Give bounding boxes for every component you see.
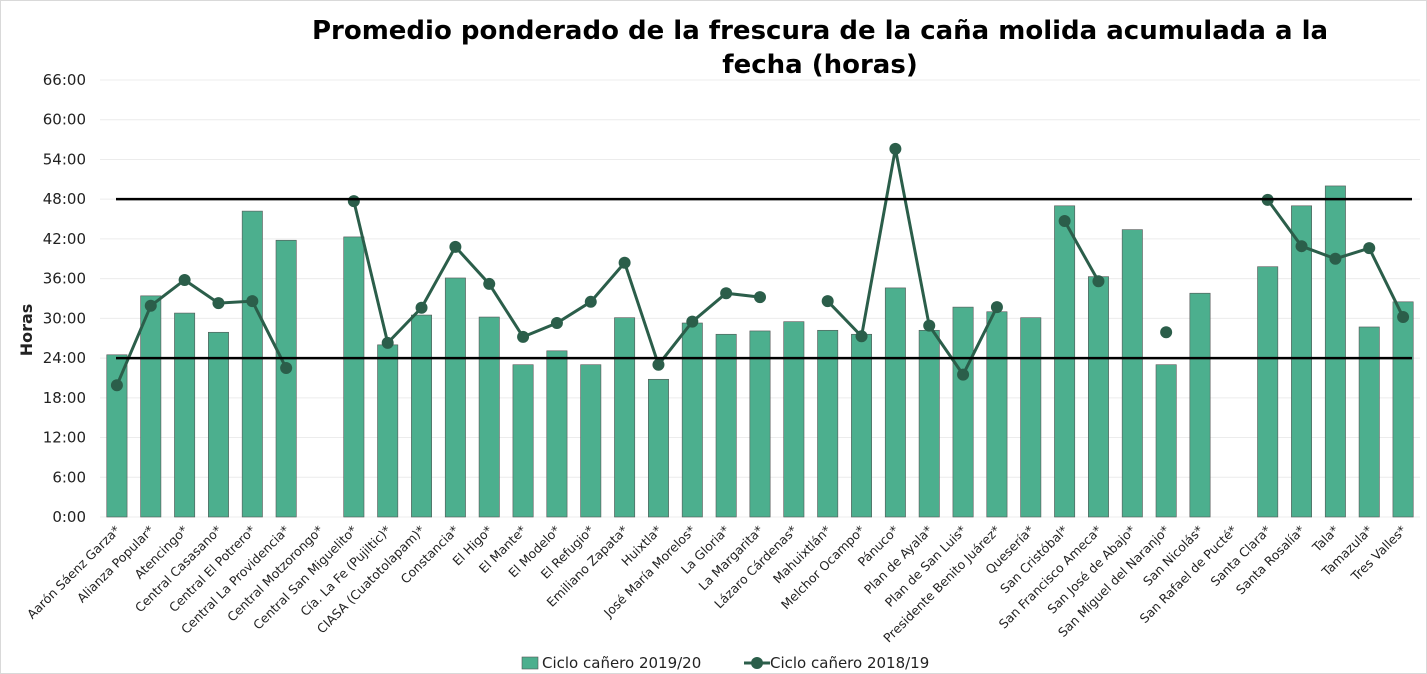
line-marker — [110, 379, 123, 392]
line — [1063, 220, 1100, 283]
line-marker — [144, 299, 157, 312]
line-marker — [415, 301, 428, 314]
line-marker — [1295, 240, 1308, 253]
line-marker — [720, 287, 733, 300]
y-tick-label: 66:00 — [43, 71, 86, 89]
bar — [1020, 317, 1042, 518]
line-marker — [347, 195, 360, 208]
line-marker — [1329, 252, 1342, 265]
bar — [106, 354, 128, 518]
line-marker — [584, 295, 597, 308]
line-marker — [381, 336, 394, 349]
line-marker — [178, 273, 191, 286]
bar — [783, 321, 805, 518]
bar — [1358, 326, 1380, 518]
line-marker — [483, 277, 496, 290]
y-tick-label: 24:00 — [43, 349, 86, 367]
line-marker — [686, 315, 699, 328]
bar — [1291, 205, 1312, 518]
bar — [1392, 301, 1414, 518]
bar — [681, 322, 703, 518]
bar — [817, 329, 839, 518]
bar — [1324, 185, 1346, 518]
bar — [884, 287, 906, 518]
bar — [1054, 205, 1076, 518]
bar — [241, 210, 263, 518]
bar — [1257, 266, 1279, 518]
y-axis-label: Horas — [17, 304, 36, 357]
bar — [444, 277, 466, 518]
bar — [614, 317, 636, 518]
bar — [1155, 364, 1177, 518]
legend-swatch — [751, 657, 763, 669]
bar — [208, 331, 229, 518]
bar — [140, 295, 162, 518]
bar — [580, 364, 602, 518]
y-tick-label: 0:00 — [52, 508, 86, 526]
line-marker — [1160, 326, 1173, 339]
y-tick-label: 18:00 — [43, 389, 86, 407]
bar — [275, 239, 297, 518]
bar — [512, 364, 534, 518]
line-marker — [550, 316, 563, 329]
y-tick-label: 54:00 — [43, 150, 86, 168]
line-marker — [618, 256, 631, 269]
bar — [343, 236, 365, 518]
bar — [986, 311, 1008, 518]
bar — [478, 316, 500, 518]
line-marker — [280, 362, 293, 375]
bar — [648, 378, 669, 518]
bar — [1088, 276, 1109, 518]
bar — [174, 312, 196, 518]
line-marker — [923, 319, 936, 332]
line-marker — [1397, 311, 1410, 324]
line — [826, 148, 999, 378]
line — [115, 278, 288, 386]
line-marker — [957, 368, 970, 381]
line-marker — [1092, 275, 1105, 288]
line-marker — [990, 301, 1003, 314]
y-tick-label: 36:00 — [43, 270, 86, 288]
bar — [749, 330, 771, 518]
y-tick-label: 60:00 — [43, 111, 86, 129]
line-marker — [754, 291, 766, 304]
legend-label: Ciclo cañero 2018/19 — [770, 654, 929, 672]
bar — [546, 350, 568, 518]
bar — [952, 306, 974, 518]
legend-label: Ciclo cañero 2019/20 — [542, 654, 701, 672]
line-marker — [821, 295, 834, 308]
line-marker — [449, 240, 462, 253]
line-marker — [212, 297, 225, 310]
bar — [1189, 292, 1211, 518]
y-tick-label: 6:00 — [52, 468, 86, 486]
chart-title: Promedio ponderado de la frescura de la … — [311, 16, 1329, 80]
bar — [411, 314, 432, 518]
line-marker — [517, 330, 530, 343]
legend-swatch — [521, 656, 539, 670]
y-tick-label: 30:00 — [43, 309, 86, 327]
bar — [851, 333, 872, 518]
y-tick-label: 42:00 — [43, 230, 86, 248]
bar — [377, 344, 399, 518]
line-marker — [1363, 242, 1376, 255]
bar — [715, 333, 737, 518]
y-tick-label: 12:00 — [43, 429, 86, 447]
bar — [1121, 229, 1143, 518]
line-marker — [246, 295, 259, 308]
line-marker — [1058, 215, 1071, 228]
y-tick-label: 48:00 — [43, 190, 86, 208]
line-marker — [889, 142, 902, 155]
line-marker — [855, 330, 868, 343]
line-marker — [652, 358, 665, 371]
